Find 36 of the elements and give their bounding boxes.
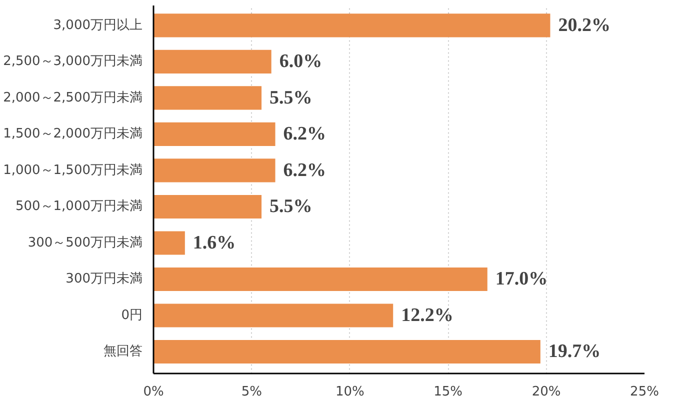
- y-tick-label: 2,500～3,000万円未満: [3, 54, 143, 70]
- data-label: 20.2%: [558, 14, 610, 36]
- y-tick-label: 1,000～1,500万円未満: [3, 162, 143, 178]
- x-tick-label: 25%: [630, 384, 659, 400]
- bar: [154, 14, 550, 38]
- data-label: 6.2%: [283, 160, 326, 181]
- y-tick-label: 無回答: [104, 344, 142, 360]
- data-label: 6.0%: [279, 51, 322, 72]
- data-label: 1.6%: [192, 232, 236, 254]
- y-tick-label: 500～1,000万円未満: [15, 199, 142, 214]
- x-tick-label: 10%: [335, 384, 364, 400]
- y-tick-label: 1,500～2,000万円未満: [3, 126, 143, 142]
- bar: [154, 86, 262, 110]
- y-tick-label: 0円: [121, 308, 143, 323]
- x-tick-label: 5%: [241, 384, 262, 400]
- y-tick-label: 300万円未満: [66, 272, 143, 287]
- y-tick-label: 2,000～2,500万円未満: [3, 90, 143, 106]
- data-label: 5.5%: [270, 196, 312, 218]
- bar: [154, 50, 272, 74]
- bar: [154, 122, 276, 146]
- y-tick-label: 3,000万円以上: [53, 18, 142, 33]
- bar: [154, 231, 185, 255]
- x-tick-label: 20%: [532, 384, 561, 400]
- data-label: 6.2%: [283, 124, 326, 145]
- bar: [154, 267, 488, 292]
- x-tick-label: 15%: [434, 384, 463, 400]
- bar: [154, 304, 394, 328]
- bar: [154, 158, 276, 182]
- data-label: 17.0%: [495, 268, 548, 290]
- data-label: 12.2%: [401, 304, 454, 326]
- bar: [154, 194, 262, 219]
- x-tick-label: 0%: [143, 384, 164, 400]
- y-tick-label: 300～500万円未満: [28, 235, 143, 250]
- bar: [154, 340, 540, 364]
- data-label: 19.7%: [548, 341, 601, 362]
- data-label: 5.5%: [270, 87, 312, 108]
